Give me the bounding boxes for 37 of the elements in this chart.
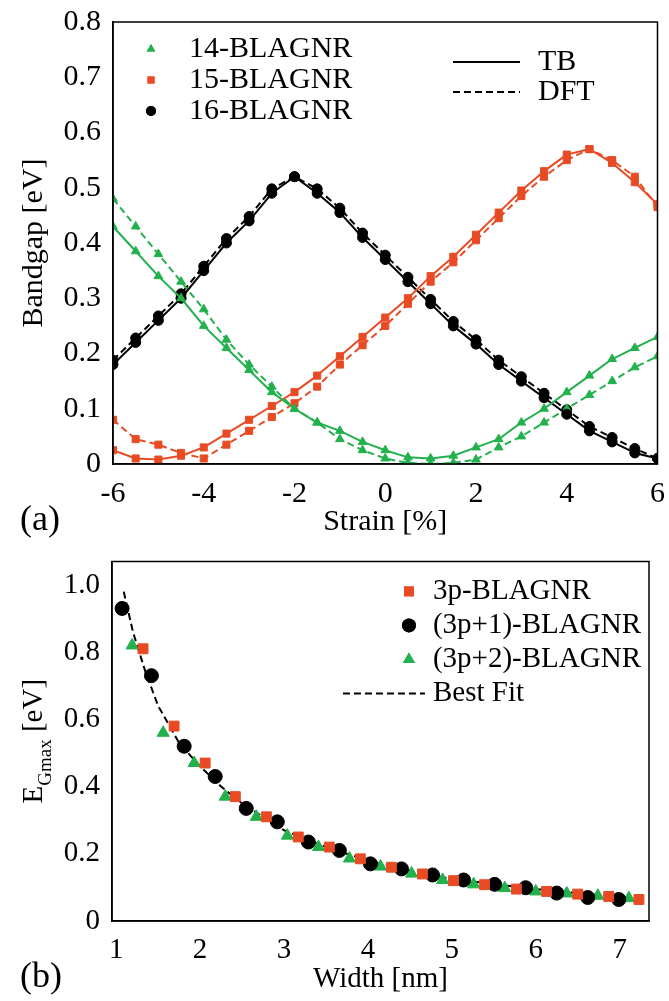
x-tick-label: -6 [100,474,126,508]
legend-label: (3p+1)-BLAGNR [432,607,642,641]
text: (a) [20,498,60,538]
y-tick-label: 0.2 [63,835,100,868]
y-tick-label: 0.7 [63,58,101,92]
y-tick-label: 0.8 [63,2,101,36]
legend-label: (3p+2)-BLAGNR [432,641,642,675]
x-tick-label: 3 [276,932,292,965]
legend-label: Best Fit [432,675,525,708]
y-tick-label: 0.8 [63,633,100,666]
x-tick-label: 4 [559,474,575,508]
y-axis-title: EGmax [eV] [16,678,55,804]
y-tick-label: 0.2 [63,334,101,368]
y-tick-label: 0.6 [63,113,101,147]
x-tick-label: -4 [191,474,217,508]
y-tick-label: 0 [86,444,101,478]
y-tick-label: 0.6 [63,700,100,733]
y-tick-label: 0.5 [63,168,101,202]
y-tick-label: 0.4 [63,768,101,801]
x-tick-label: 1 [108,932,124,965]
y-axis-title: Bandgap [eV] [15,158,48,328]
y-tick-label: 0.1 [63,389,101,423]
text: (b) [20,955,62,995]
y-tick-label: 0 [85,902,100,935]
x-tick-label: 2 [192,932,208,965]
x-tick-label: 6 [528,932,543,965]
legend-label: 3p-BLAGNR [432,573,592,606]
x-tick-label: 6 [650,474,665,508]
y-tick-label: 0.4 [63,223,101,257]
x-tick-label: 7 [612,932,627,965]
y-tick-label: 1.0 [63,566,100,599]
legend-label: 15-BLAGNR [189,60,353,94]
legend-label: 16-BLAGNR [189,91,353,125]
legend-label: 14-BLAGNR [189,29,353,63]
x-tick-label: -2 [282,474,307,508]
x-tick-label: 2 [468,474,484,508]
y-tick-label: 0.3 [63,279,101,313]
